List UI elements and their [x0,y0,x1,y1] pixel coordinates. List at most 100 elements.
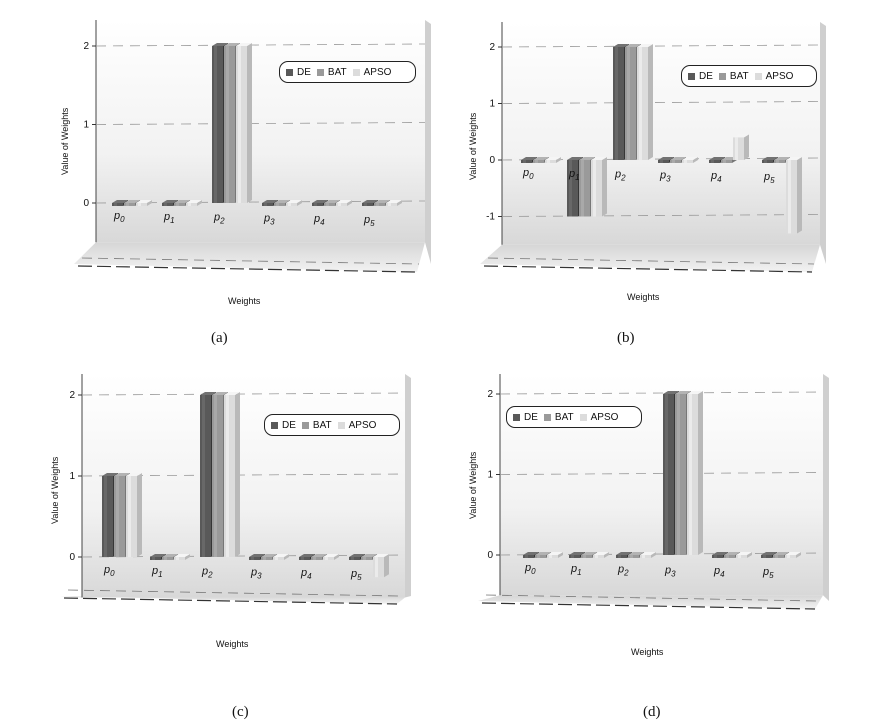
chart-floor [74,242,425,272]
legend-item-bat: BAT [543,411,574,423]
legend-label: BAT [312,419,332,431]
legend-label: APSO [363,66,392,78]
bar-b-p1-apso [591,157,607,217]
legend-item-de: DE [688,71,713,82]
x-tick-label-p2: p2 [614,169,626,183]
bar-a-p5-apso [386,200,402,206]
x-tick-label-p5: p5 [763,171,775,185]
gridline [95,43,426,47]
x-axis-label: Weights [228,296,261,306]
chart-floor [480,244,820,272]
bar-c-p2-apso [224,392,240,557]
x-tick-label-p4: p4 [300,567,312,581]
chart-svg-b: 2 1 0 -1 p0 p1 p2 p3 p4 p5 [480,22,826,273]
figure-caption: (b) [617,330,635,346]
legend-swatch [301,421,309,429]
x-tick-label-p1: p1 [163,211,175,225]
y-tick-label: 2 [69,390,75,401]
legend-label: APSO [348,419,377,431]
y-tick-label: 2 [487,389,493,400]
x-tick-label-p4: p4 [313,213,325,227]
x-tick-label-p3: p3 [250,566,262,580]
y-axis-label: Value of Weights [50,456,60,524]
y-axis-label: Value of Weights [60,107,70,175]
x-axis-label: Weights [627,292,660,302]
legend-swatch [513,413,520,421]
y-tick-label: 0 [489,155,495,166]
chart-legend: DE BAT APSO [681,65,817,87]
bar-c-p5-apso [373,554,389,578]
floor-grid-line [81,257,420,265]
bar-c-p0-apso [126,473,142,557]
x-tick-label-p0: p0 [522,167,534,181]
x-tick-label-p5: p5 [762,566,774,580]
legend-label: BAT [554,411,574,423]
bar-b-p0-apso [545,157,561,163]
legend-swatch [579,413,587,421]
gridline [501,101,821,104]
legend-swatch [754,72,762,80]
figure-caption: (d) [643,704,661,720]
legend-item-de: DE [513,412,538,423]
y-tick-label: 0 [83,198,89,209]
bar-c-p1-apso [174,554,190,560]
legend-item-bat: BAT [301,419,332,431]
x-tick-label-p0: p0 [113,210,125,224]
floor-grid-line [67,589,400,597]
x-tick-label-p1: p1 [570,563,582,577]
legend-item-de: DE [286,67,311,78]
legend-swatch [352,68,360,76]
gridline [501,214,821,217]
x-tick-label-p0: p0 [524,562,536,576]
legend-swatch [718,72,726,80]
floor-grid-line [485,594,818,602]
y-tick-label: 2 [83,41,89,52]
legend-label: DE [282,419,296,431]
side-wall [820,22,826,264]
side-wall [425,20,431,264]
x-axis-label: Weights [216,639,249,649]
legend-label: BAT [327,66,347,78]
legend-swatch [316,68,324,76]
gridline [499,391,824,395]
bar-a-p0-apso [136,200,152,206]
y-tick-label: 1 [487,470,493,481]
y-tick-label: 1 [69,471,75,482]
back-wall [502,22,820,245]
bar-b-p2-apso [637,44,653,160]
legend-label: DE [297,66,311,78]
legend-swatch [688,72,695,80]
legend-label: APSO [765,70,794,82]
y-tick-label: 2 [489,42,495,53]
x-tick-label-p3: p3 [659,169,671,183]
legend-item-apso: APSO [754,70,794,82]
chart-panel-b: 2 1 0 -1 p0 p1 p2 p3 p4 p5 Value of Weights Weights… [436,0,872,364]
chart-legend: DE BAT APSO [279,61,416,83]
chart-svg-c: 2 1 0 p0 p1 p2 p3 p4 p5 [60,374,411,605]
floor-grid-line [487,257,815,265]
x-tick-label-p3: p3 [263,212,275,226]
x-tick-label-p1: p1 [568,168,580,182]
bar-d-p1-apso [593,552,609,558]
x-tick-label-p4: p4 [710,170,722,184]
bar-b-p4-apso [733,134,749,160]
y-axis-label: Value of Weights [468,112,478,180]
side-wall [405,374,411,598]
bar-b-p5-apso [786,157,802,234]
gridline [81,392,406,396]
bar-a-p2-apso [236,43,252,203]
chart-legend: DE BAT APSO [506,406,642,428]
legend-item-bat: BAT [718,71,749,82]
bar-a-p3-apso [286,200,302,206]
x-tick-label-p0: p0 [103,564,115,578]
floor-edge-line [63,597,398,605]
x-tick-label-p2: p2 [213,212,225,226]
bar-d-p5-apso [785,552,801,558]
bar-c-p3-apso [273,554,289,560]
floor-edge-line [483,265,813,273]
bar-a-p1-apso [186,200,202,206]
legend-item-apso: APSO [352,66,392,78]
back-wall [96,20,425,243]
legend-label: APSO [590,411,619,423]
chart-floor [478,595,823,609]
